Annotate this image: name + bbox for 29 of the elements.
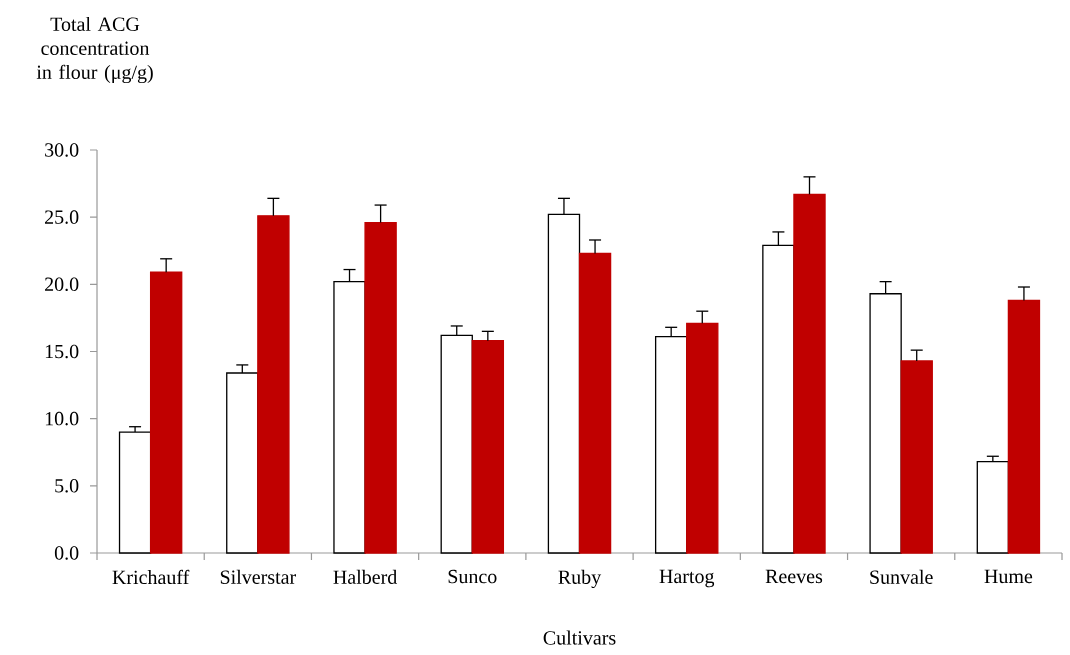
y-tick-label: 15.0	[45, 344, 79, 359]
bar	[793, 193, 826, 554]
bar	[578, 252, 612, 554]
bar	[149, 271, 183, 554]
y-axis-title: Total ACG concentration in flour (μg/g)	[36, 16, 153, 84]
bar	[1007, 299, 1041, 554]
y-tick-label: 0.0	[54, 546, 79, 560]
bar	[471, 340, 505, 554]
bar	[976, 460, 1010, 554]
y-tick-label: 10.0	[45, 411, 79, 426]
x-tick-label: Hartog	[659, 569, 715, 588]
bar	[257, 215, 290, 554]
x-axis-title: Cultivars	[543, 630, 616, 645]
y-tick-label: 20.0	[45, 277, 79, 292]
x-tick-label: Krichauff	[112, 569, 190, 585]
bar	[118, 431, 152, 554]
x-tick-label: Sunco	[448, 569, 497, 584]
x-tick-label: Hume	[984, 569, 1033, 584]
y-tick-label: 25.0	[45, 210, 79, 224]
bar	[686, 322, 719, 554]
bar	[364, 221, 397, 554]
x-tick-label: Silverstar	[220, 569, 296, 584]
x-tick-label: Ruby	[558, 569, 602, 589]
y-tick-label: 5.0	[55, 479, 79, 493]
x-tick-label: Sunvale	[870, 569, 933, 584]
x-tick-label: Reeves	[765, 569, 823, 584]
bar	[900, 360, 933, 554]
x-tick-label: Halberd	[333, 569, 398, 584]
y-tick-label: 30.0	[45, 143, 79, 157]
